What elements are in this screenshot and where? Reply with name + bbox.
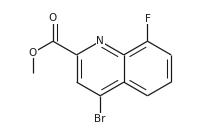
Text: O: O [29,48,37,58]
Text: O: O [49,13,57,23]
Text: N: N [96,36,104,46]
Text: Br: Br [94,114,106,124]
Text: F: F [144,14,150,24]
